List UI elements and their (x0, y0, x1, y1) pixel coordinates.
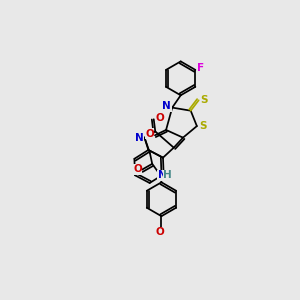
Text: O: O (133, 164, 142, 174)
Text: S: S (199, 121, 207, 131)
Text: O: O (155, 227, 164, 237)
Text: F: F (197, 63, 204, 73)
Text: S: S (200, 94, 208, 104)
Text: N: N (163, 101, 171, 111)
Text: O: O (145, 129, 154, 139)
Text: O: O (155, 113, 164, 123)
Text: N: N (135, 133, 143, 142)
Text: N: N (158, 170, 167, 180)
Text: H: H (163, 170, 172, 180)
